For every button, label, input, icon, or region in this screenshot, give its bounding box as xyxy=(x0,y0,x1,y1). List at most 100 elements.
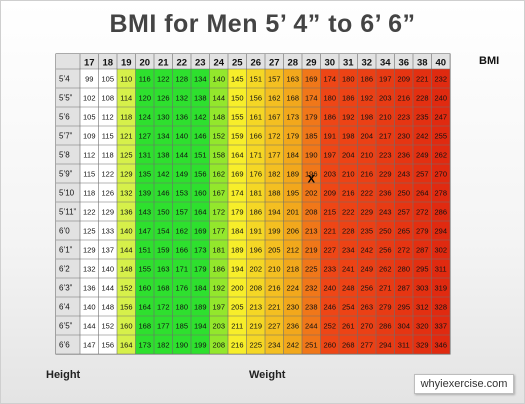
weight-cell-value: 133 xyxy=(101,227,114,236)
table-cell xyxy=(98,278,117,297)
table-cell xyxy=(302,240,321,259)
weight-cell-value: 272 xyxy=(397,246,410,255)
table-cell xyxy=(191,335,210,354)
weight-cell-value: 150 xyxy=(231,94,244,103)
weight-cell-value: 209 xyxy=(323,189,336,198)
weight-cell-value: 262 xyxy=(379,265,392,274)
weight-cell-value: 160 xyxy=(194,189,207,198)
bmi-column-header: 26 xyxy=(250,58,261,69)
table-cell xyxy=(376,126,395,145)
table-cell xyxy=(394,145,413,164)
table-cell xyxy=(80,202,99,221)
weight-cell-value: 179 xyxy=(231,208,244,217)
table-cell xyxy=(117,88,136,107)
weight-cell-value: 152 xyxy=(212,132,225,141)
weight-cell-value: 203 xyxy=(323,170,336,179)
weight-cell-value: 130 xyxy=(157,113,170,122)
table-cell xyxy=(283,145,302,164)
weight-cell-value: 189 xyxy=(286,170,299,179)
table-cell xyxy=(228,107,247,126)
weight-cell-value: 125 xyxy=(83,227,96,236)
weight-cell-value: 129 xyxy=(120,170,133,179)
weight-cell-value: 240 xyxy=(323,284,336,293)
weight-cell-value: 112 xyxy=(83,151,95,160)
weight-cell-value: 164 xyxy=(138,303,151,312)
table-cell xyxy=(320,335,339,354)
table-cell xyxy=(191,183,210,202)
table-cell xyxy=(357,259,376,278)
weight-cell-value: 270 xyxy=(360,322,373,331)
weight-cell-value: 225 xyxy=(305,265,318,274)
weight-cell-value: 268 xyxy=(342,341,355,350)
weight-cell-value: 192 xyxy=(212,284,225,293)
table-cell xyxy=(283,183,302,202)
table-cell xyxy=(357,240,376,259)
table-cell xyxy=(302,88,321,107)
table-cell xyxy=(191,88,210,107)
weight-cell-value: 205 xyxy=(231,303,244,312)
table-cell xyxy=(320,183,339,202)
table-cell xyxy=(80,88,99,107)
weight-cell-value: 232 xyxy=(434,75,447,84)
table-cell xyxy=(302,259,321,278)
table-cell xyxy=(320,259,339,278)
weight-cell-value: 112 xyxy=(102,113,114,122)
table-cell xyxy=(117,145,136,164)
height-row-label: 6’2 xyxy=(59,265,70,274)
weight-cell-value: 179 xyxy=(194,265,207,274)
weight-cell-value: 210 xyxy=(360,151,373,160)
weight-cell-value: 169 xyxy=(231,170,244,179)
table-cell xyxy=(265,278,284,297)
height-row-label: 6’4 xyxy=(59,303,70,312)
table-cell xyxy=(80,278,99,297)
table-cell xyxy=(339,183,358,202)
weight-cell-value: 173 xyxy=(286,113,299,122)
table-cell xyxy=(98,88,117,107)
table-cell xyxy=(339,126,358,145)
weight-cell-value: 242 xyxy=(360,246,373,255)
table-cell xyxy=(431,69,450,88)
table-cell xyxy=(394,278,413,297)
weight-cell-value: 233 xyxy=(323,265,336,274)
weight-cell-value: 198 xyxy=(360,113,373,122)
table-cell xyxy=(413,240,432,259)
table-cell xyxy=(302,164,321,183)
table-cell xyxy=(172,88,191,107)
weight-cell-value: 319 xyxy=(434,284,447,293)
table-cell xyxy=(339,164,358,183)
table-cell xyxy=(376,145,395,164)
weight-cell-value: 132 xyxy=(83,265,96,274)
table-cell xyxy=(376,297,395,316)
weight-cell-value: 134 xyxy=(157,132,170,141)
weight-cell-value: 116 xyxy=(139,75,151,84)
table-cell xyxy=(283,69,302,88)
table-cell xyxy=(98,221,117,240)
weight-cell-value: 148 xyxy=(212,113,225,122)
weight-cell-value: 228 xyxy=(416,94,429,103)
weight-cell-value: 236 xyxy=(397,151,410,160)
weight-cell-value: 264 xyxy=(416,189,429,198)
weight-cell-value: 241 xyxy=(342,265,355,274)
weight-cell-value: 151 xyxy=(138,246,151,255)
table-cell xyxy=(431,145,450,164)
weight-cell-value: 156 xyxy=(194,170,207,179)
weight-cell-value: 162 xyxy=(175,227,188,236)
table-cell xyxy=(246,259,265,278)
weight-cell-value: 145 xyxy=(231,75,244,84)
weight-cell-value: 132 xyxy=(120,189,133,198)
table-cell xyxy=(172,183,191,202)
weight-cell-value: 143 xyxy=(138,208,151,217)
chart-title: BMI for Men 5’ 4” to 6’ 6” xyxy=(109,10,416,38)
table-cell xyxy=(154,297,173,316)
table-cell xyxy=(246,69,265,88)
table-cell xyxy=(191,278,210,297)
bmi-column-header: 17 xyxy=(84,58,95,69)
weight-cell-value: 248 xyxy=(342,284,355,293)
table-cell xyxy=(376,202,395,221)
weight-cell-value: 168 xyxy=(138,322,151,331)
weight-cell-value: 158 xyxy=(212,151,225,160)
weight-cell-value: 140 xyxy=(83,303,96,312)
table-cell xyxy=(80,221,99,240)
site-link[interactable]: whyiexercise.com xyxy=(414,374,514,394)
table-cell xyxy=(431,202,450,221)
